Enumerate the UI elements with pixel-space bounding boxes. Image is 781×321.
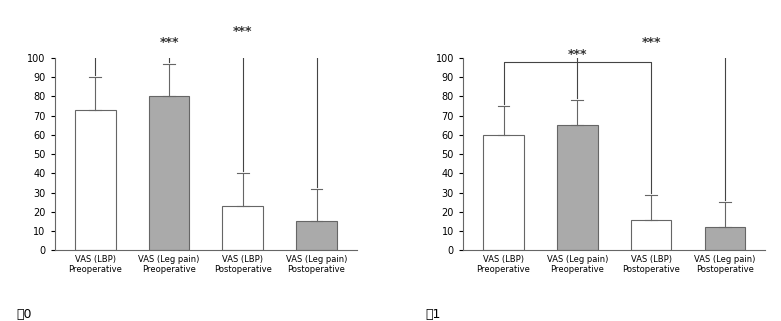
Bar: [223, 206, 263, 250]
Bar: [148, 96, 189, 250]
Text: ␶0: ␶0: [16, 308, 32, 321]
Bar: [296, 221, 337, 250]
Text: ␱1: ␱1: [425, 308, 440, 321]
Bar: [631, 220, 672, 250]
Text: ***: ***: [641, 36, 661, 49]
Bar: [704, 227, 745, 250]
Text: ***: ***: [568, 48, 587, 61]
Text: ***: ***: [233, 25, 252, 38]
Bar: [75, 110, 116, 250]
Text: ***: ***: [159, 36, 179, 49]
Bar: [557, 125, 597, 250]
Bar: [483, 135, 524, 250]
